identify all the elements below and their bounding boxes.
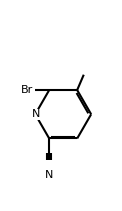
Text: N: N — [32, 109, 41, 119]
Text: N: N — [45, 170, 53, 180]
Text: Br: Br — [20, 85, 33, 95]
